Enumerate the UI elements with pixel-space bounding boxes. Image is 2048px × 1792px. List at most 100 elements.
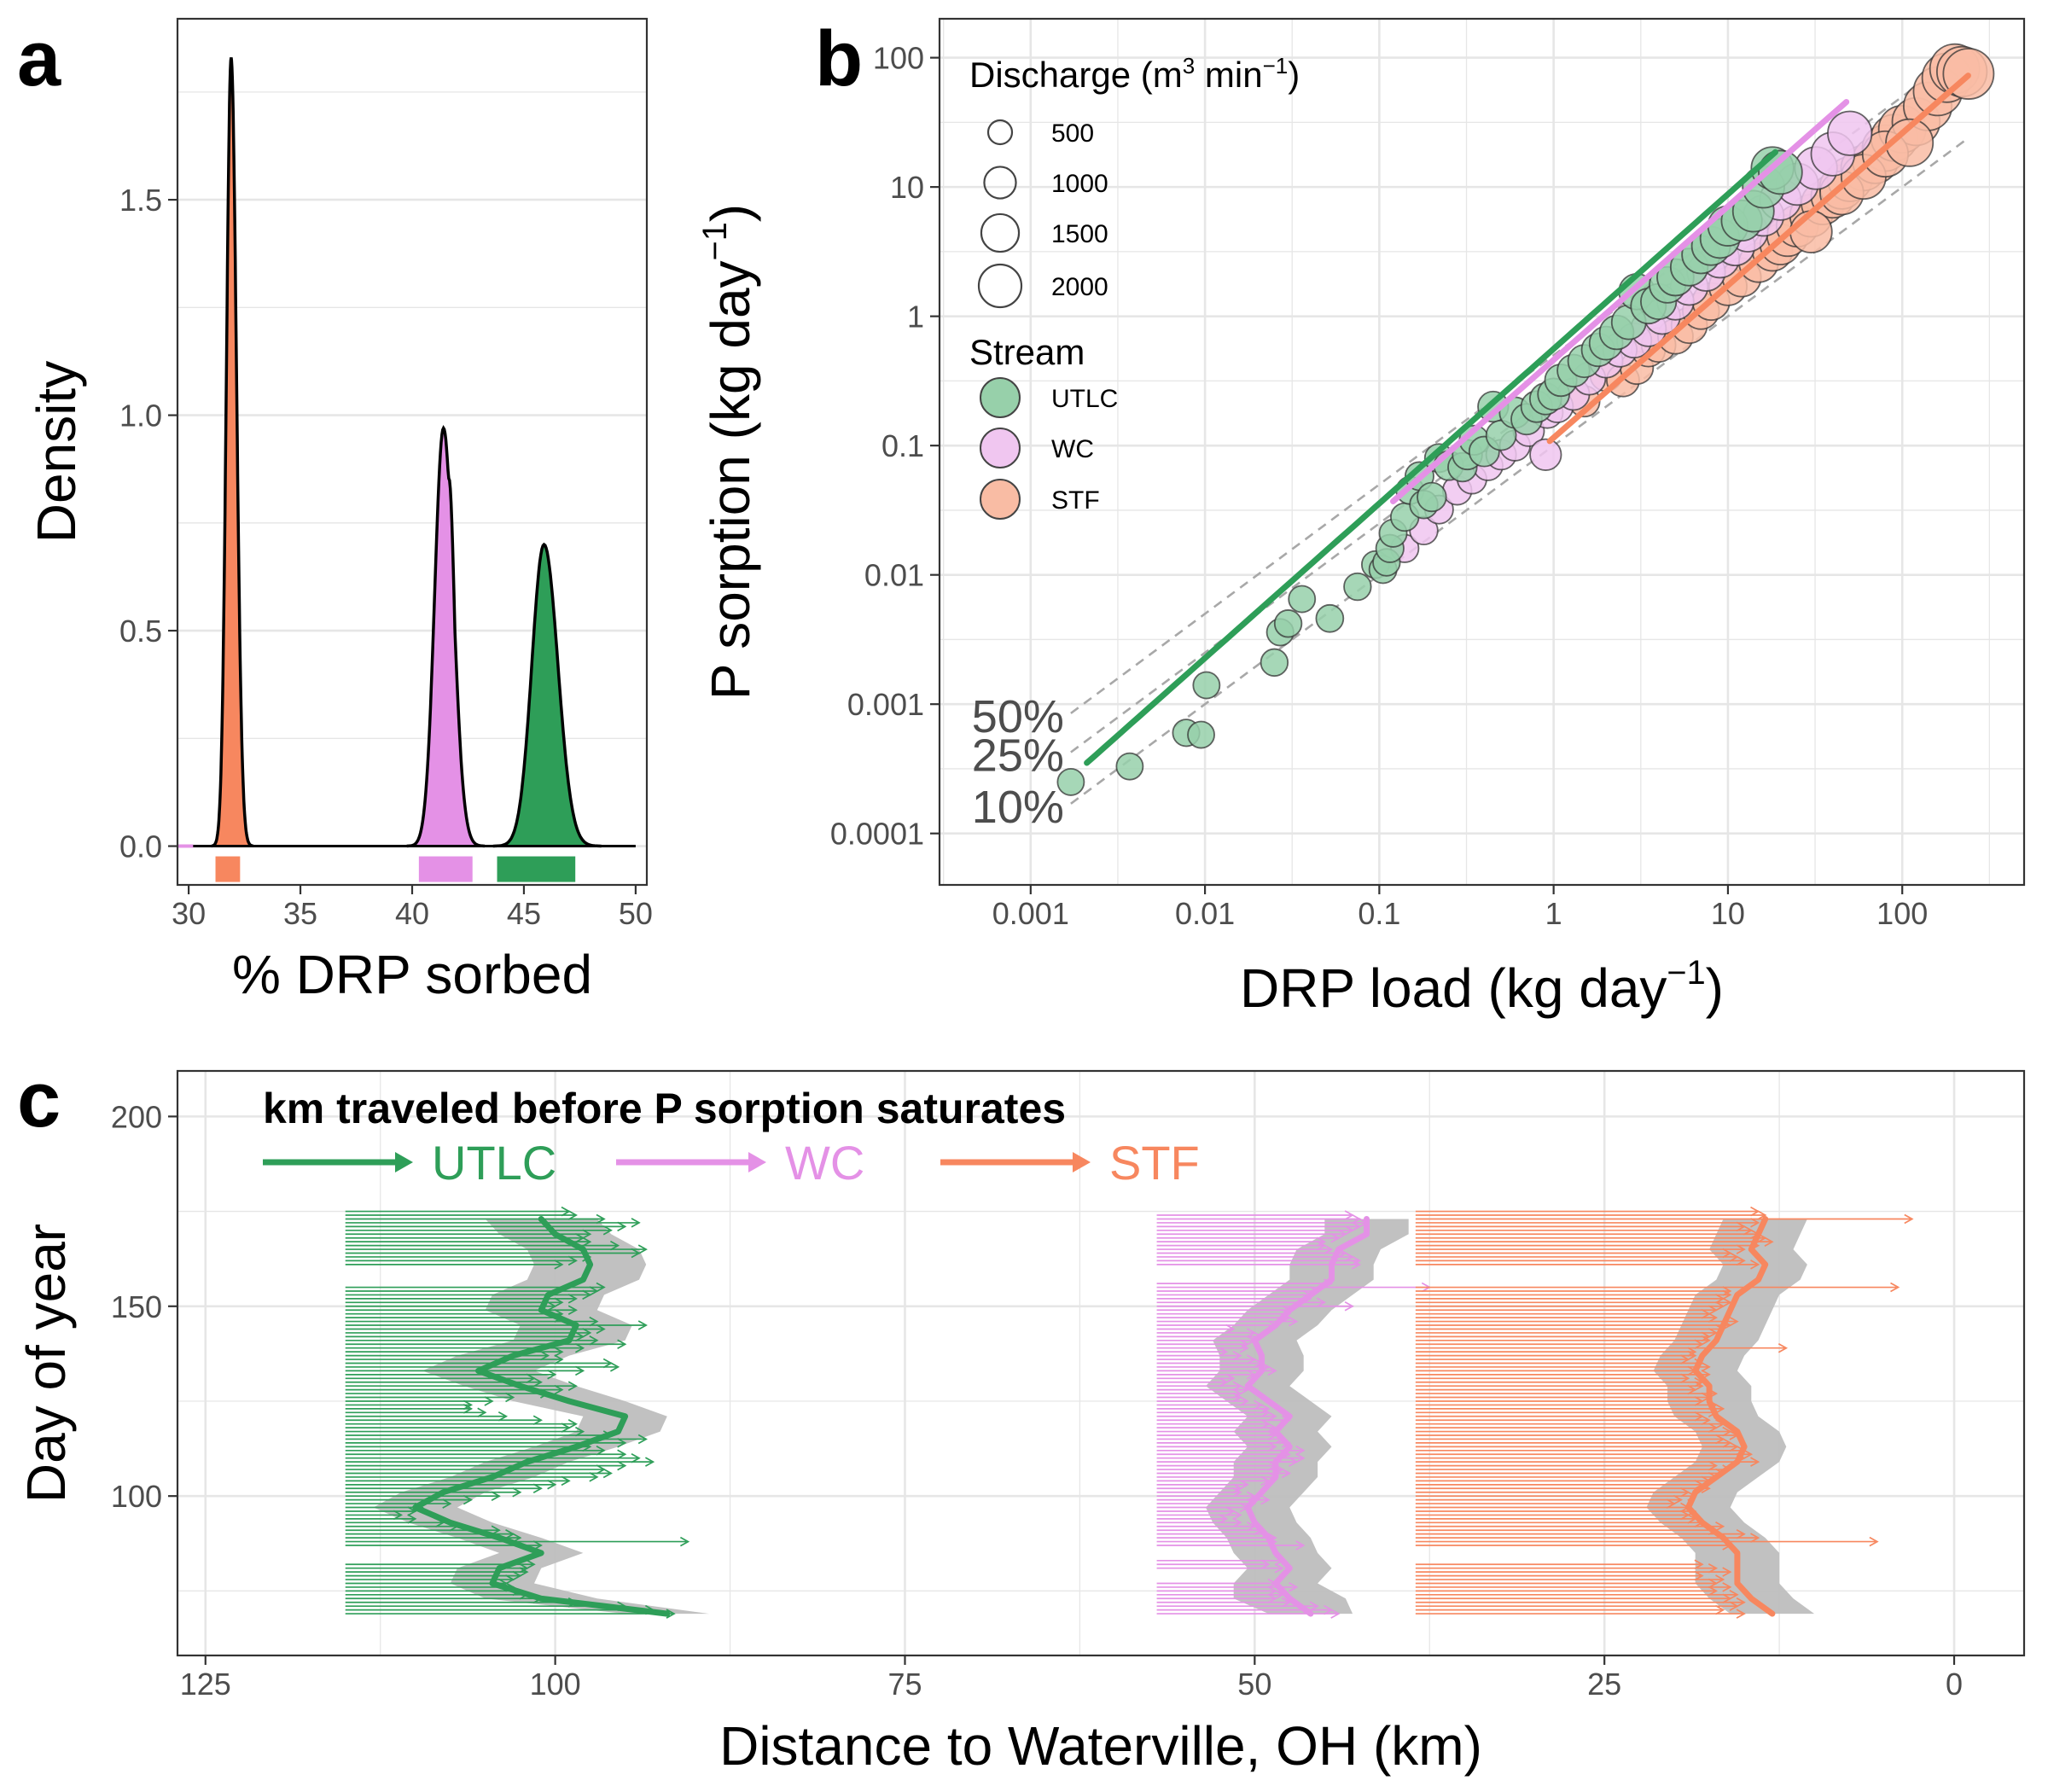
arrow-head-wc — [1246, 1328, 1257, 1338]
x-tick-label: 10 — [1711, 896, 1745, 931]
arrow-head-wc — [1324, 1604, 1334, 1615]
y-tick-label: 0.0 — [119, 829, 162, 864]
arrow-head-utlc — [574, 1426, 585, 1437]
arrow-head-utlc — [609, 1362, 620, 1372]
arrow-head-wc — [1232, 1350, 1242, 1361]
y-tick-label: 0.5 — [119, 614, 162, 649]
arrow-head-wc — [1267, 1365, 1277, 1376]
data-point-utlc — [1260, 648, 1289, 678]
arrow-head-stf — [1722, 1248, 1732, 1259]
arrow-head-stf — [1736, 1609, 1746, 1619]
legend-arrowhead-utlc — [395, 1152, 413, 1172]
arrow-head-utlc — [617, 1221, 627, 1232]
y-tick-label: 0.0001 — [830, 817, 924, 852]
panel-label-b: b — [815, 15, 863, 102]
arrow-head-wc — [1260, 1404, 1271, 1414]
legend-title: km traveled before P sorption saturates — [263, 1085, 1066, 1132]
arrow-head-utlc — [596, 1282, 606, 1293]
y-axis-title: P sorption (kg day−1) — [696, 204, 761, 700]
arrow-head-utlc — [561, 1206, 571, 1217]
arrow-head-wc — [1281, 1468, 1292, 1479]
arrow-head-wc — [1351, 1255, 1362, 1266]
arrow-head-stf — [1729, 1441, 1739, 1452]
arrow-head-utlc — [637, 1434, 648, 1445]
legend-size-key — [977, 263, 1023, 309]
rug-wc — [418, 856, 473, 882]
arrow-head-wc — [1316, 1236, 1327, 1247]
arrow-head-wc — [1232, 1381, 1242, 1391]
arrow-head-wc — [1351, 1260, 1362, 1270]
arrow-head-utlc — [491, 1491, 501, 1501]
density-stf — [211, 57, 253, 847]
arrow-head-utlc — [589, 1472, 599, 1482]
arrow-head-wc — [1344, 1210, 1354, 1220]
arrow-head-stf — [1904, 1213, 1914, 1225]
arrow-head-stf — [1694, 1559, 1704, 1569]
arrow-head-wc — [1260, 1418, 1271, 1429]
arrow-head-wc — [1219, 1347, 1229, 1357]
arrow-head-utlc — [526, 1373, 536, 1384]
arrow-head-utlc — [637, 1244, 648, 1254]
arrow-head-utlc — [596, 1324, 606, 1335]
y-tick-label: 0.01 — [864, 558, 924, 593]
arrow-head-wc — [1344, 1301, 1354, 1312]
smooth-line-wc — [1244, 1216, 1370, 1617]
panel-a-frame — [176, 17, 649, 887]
arrow-head-wc — [1330, 1609, 1341, 1619]
density-wc — [406, 428, 485, 847]
data-point-utlc — [1315, 603, 1345, 633]
y-tick-label: 100 — [873, 41, 924, 76]
arrow-head-stf — [1736, 1255, 1746, 1266]
arrow-head-stf — [1680, 1487, 1690, 1498]
arrow-head-stf — [1777, 1342, 1789, 1353]
arrow-head-stf — [1722, 1567, 1732, 1577]
arrow-head-utlc — [463, 1404, 474, 1414]
x-tick-label: 0.1 — [1358, 896, 1400, 931]
arrow-head-utlc — [539, 1350, 550, 1361]
arrow-head-utlc — [567, 1255, 578, 1266]
x-tick-label: 75 — [887, 1667, 922, 1702]
arrow-head-stf — [1722, 1438, 1732, 1448]
legend-size-key — [980, 212, 1021, 253]
arrow-head-wc — [1239, 1480, 1249, 1490]
legend-size-label: 1000 — [1051, 170, 1108, 198]
arrow-head-wc — [1260, 1494, 1271, 1505]
arrow-head-stf — [1736, 1597, 1746, 1608]
arrow-head-utlc — [582, 1236, 592, 1247]
smooth-line-utlc — [412, 1216, 671, 1617]
data-point-stf — [1789, 210, 1833, 253]
arrow-head-stf — [1687, 1350, 1697, 1361]
rug-stf — [215, 856, 241, 882]
arrow-head-utlc — [666, 1609, 676, 1619]
arrow-head-stf — [1764, 1236, 1774, 1247]
arrow-head-wc — [1281, 1597, 1292, 1608]
arrow-head-utlc — [497, 1411, 509, 1422]
arrow-head-utlc — [567, 1210, 578, 1220]
y-tick-label: 10 — [890, 170, 924, 205]
arrow-head-stf — [1701, 1415, 1711, 1425]
arrow-head-stf — [1715, 1574, 1725, 1585]
arrow-head-stf — [1680, 1373, 1690, 1384]
data-point-wc — [1827, 110, 1873, 156]
arrow-head-utlc — [519, 1567, 529, 1577]
legend-size-label: 2000 — [1051, 273, 1108, 301]
density-utlc — [492, 544, 602, 847]
arrow-head-wc — [1316, 1297, 1327, 1308]
arrow-head-wc — [1274, 1562, 1284, 1574]
data-point-stf — [1885, 118, 1935, 167]
arrow-head-utlc — [631, 1218, 641, 1228]
arrow-head-wc — [1239, 1384, 1249, 1395]
data-point-utlc — [1115, 752, 1144, 781]
legend-label-stf: STF — [1109, 1136, 1200, 1190]
arrow-head-stf — [1869, 1536, 1879, 1547]
data-point-utlc — [1343, 572, 1372, 602]
panel-label-a: a — [17, 15, 61, 102]
arrow-head-stf — [1750, 1457, 1760, 1467]
panel-c: 125 100 75 50 25 0 100 150 200 Distance to Waterv… — [15, 1056, 2026, 1777]
arrow-head-utlc — [561, 1475, 571, 1487]
panel-a: 30 35 40 45 50 0.0 0.5 1.0 1.5 % DRP sorbed Densit… — [17, 15, 653, 1005]
arrow-head-utlc — [567, 1294, 578, 1304]
x-tick-label: 100 — [1876, 896, 1928, 931]
arrow-head-utlc — [589, 1316, 599, 1327]
arrow-head-wc — [1295, 1446, 1306, 1456]
